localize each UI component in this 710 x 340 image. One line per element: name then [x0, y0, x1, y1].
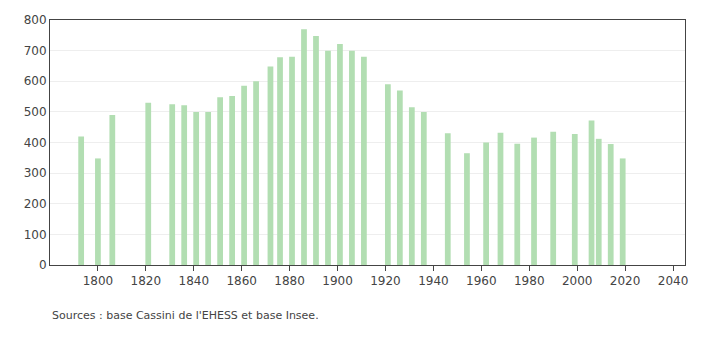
svg-text:1900: 1900 [322, 274, 353, 288]
svg-text:100: 100 [24, 228, 47, 242]
svg-text:300: 300 [24, 166, 47, 180]
svg-text:1820: 1820 [131, 274, 162, 288]
svg-text:0: 0 [39, 258, 47, 272]
svg-text:1800: 1800 [83, 274, 114, 288]
svg-text:2000: 2000 [562, 274, 593, 288]
svg-text:1880: 1880 [274, 274, 305, 288]
svg-text:1920: 1920 [370, 274, 401, 288]
svg-text:600: 600 [24, 74, 47, 88]
svg-text:700: 700 [24, 44, 47, 58]
svg-text:500: 500 [24, 105, 47, 119]
svg-text:Sources : base Cassini de l'EH: Sources : base Cassini de l'EHESS et bas… [52, 309, 319, 322]
svg-text:2040: 2040 [658, 274, 689, 288]
svg-text:400: 400 [24, 136, 47, 150]
svg-text:200: 200 [24, 197, 47, 211]
svg-text:1940: 1940 [418, 274, 449, 288]
svg-text:1960: 1960 [466, 274, 497, 288]
svg-text:800: 800 [24, 13, 47, 27]
svg-text:1860: 1860 [226, 274, 257, 288]
svg-text:1980: 1980 [514, 274, 545, 288]
svg-text:2020: 2020 [610, 274, 641, 288]
svg-text:1840: 1840 [178, 274, 209, 288]
